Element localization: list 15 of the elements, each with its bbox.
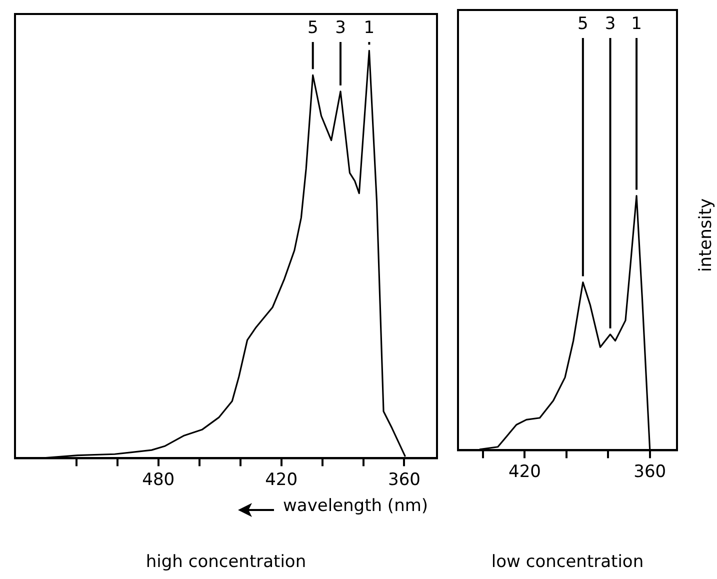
text: high concentration [146, 552, 306, 572]
annotation: 3 [335, 18, 346, 38]
text: low concentration [491, 552, 644, 572]
annotation: 5 [578, 14, 588, 34]
annotation: 3 [604, 14, 616, 34]
x-tick-label: 480 [142, 470, 175, 490]
x-tick-label: 420 [265, 470, 298, 490]
x-axis-title: wavelength (nm) [283, 496, 428, 516]
annotation: 5 [307, 18, 318, 38]
x-tick-label: 360 [634, 462, 666, 482]
annotation: 1 [364, 18, 375, 38]
x-tick-label: 360 [388, 470, 420, 490]
annotation: 1 [631, 14, 642, 34]
x-tick-label: 420 [508, 462, 541, 482]
y-axis-title: intensity [696, 198, 716, 272]
